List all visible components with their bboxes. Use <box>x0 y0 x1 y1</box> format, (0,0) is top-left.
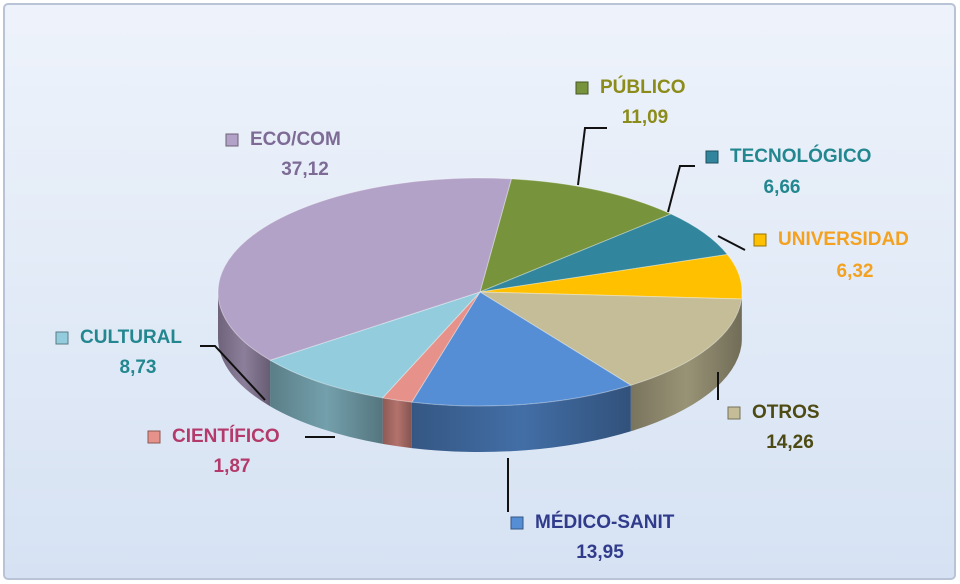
slice-side-shade <box>382 397 412 449</box>
value-label: 11,09 <box>622 107 669 128</box>
legend-marker <box>727 406 741 420</box>
category-label: ECO/COM <box>250 129 341 150</box>
value-label: 37,12 <box>281 159 329 180</box>
category-label: UNIVERSIDAD <box>778 229 909 250</box>
slice <box>479 213 729 293</box>
slice <box>268 290 482 399</box>
legend-marker <box>753 233 767 247</box>
slice <box>217 177 513 361</box>
slice-side-shade <box>218 292 271 407</box>
legend-marker <box>510 516 524 530</box>
legend-marker <box>575 81 589 95</box>
category-label: OTROS <box>752 402 820 423</box>
leader-line <box>717 235 746 251</box>
slice <box>410 291 632 407</box>
slice-side-shade <box>630 299 742 432</box>
slice <box>381 291 481 403</box>
slice-side-shade <box>411 385 631 452</box>
category-label: TECNOLÓGICO <box>730 145 871 167</box>
slice <box>479 178 673 293</box>
category-label: CIENTÍFICO <box>172 425 280 447</box>
leader-line <box>200 345 266 401</box>
category-label: MÉDICO-SANIT <box>535 511 675 533</box>
value-label: 1,87 <box>214 456 251 477</box>
category-label: PÚBLICO <box>600 76 686 98</box>
slice <box>478 291 743 386</box>
category-label: CULTURAL <box>80 327 182 348</box>
value-label: 13,95 <box>576 542 624 563</box>
value-label: 6,66 <box>764 177 801 198</box>
value-label: 14,26 <box>766 432 814 453</box>
leader-line <box>577 127 607 186</box>
value-label: 8,73 <box>120 357 157 378</box>
legend-marker <box>705 150 719 164</box>
value-label: 6,32 <box>837 261 874 282</box>
slice <box>479 253 743 300</box>
legend-marker <box>225 133 239 147</box>
slice-side-shade <box>270 360 383 444</box>
leader-line <box>667 165 695 213</box>
legend-marker <box>147 430 161 444</box>
legend-marker <box>55 331 69 345</box>
